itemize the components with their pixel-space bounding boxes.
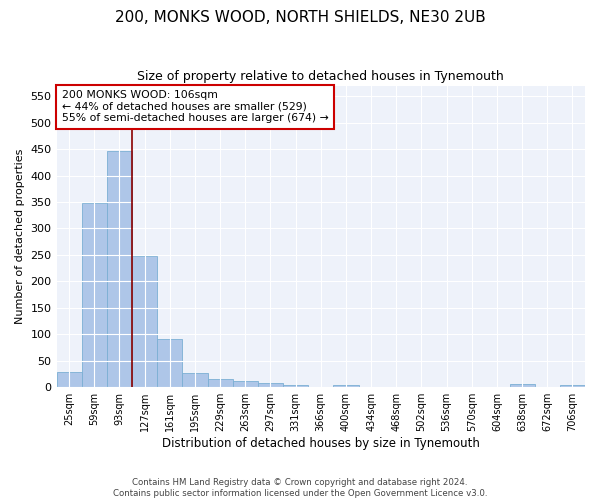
Y-axis label: Number of detached properties: Number of detached properties: [15, 148, 25, 324]
Bar: [560, 384, 585, 387]
Text: 200, MONKS WOOD, NORTH SHIELDS, NE30 2UB: 200, MONKS WOOD, NORTH SHIELDS, NE30 2UB: [115, 10, 485, 25]
X-axis label: Distribution of detached houses by size in Tynemouth: Distribution of detached houses by size …: [162, 437, 480, 450]
Bar: [56, 372, 82, 387]
Bar: [334, 385, 359, 387]
Bar: [107, 150, 132, 387]
Bar: [233, 382, 258, 387]
Bar: [208, 380, 233, 387]
Text: 200 MONKS WOOD: 106sqm
← 44% of detached houses are smaller (529)
55% of semi-de: 200 MONKS WOOD: 106sqm ← 44% of detached…: [62, 90, 329, 124]
Bar: [132, 256, 157, 387]
Text: Contains HM Land Registry data © Crown copyright and database right 2024.
Contai: Contains HM Land Registry data © Crown c…: [113, 478, 487, 498]
Bar: [283, 384, 308, 387]
Bar: [82, 202, 107, 387]
Bar: [509, 384, 535, 387]
Bar: [157, 339, 182, 387]
Bar: [182, 374, 208, 387]
Title: Size of property relative to detached houses in Tynemouth: Size of property relative to detached ho…: [137, 70, 504, 83]
Bar: [258, 383, 283, 387]
